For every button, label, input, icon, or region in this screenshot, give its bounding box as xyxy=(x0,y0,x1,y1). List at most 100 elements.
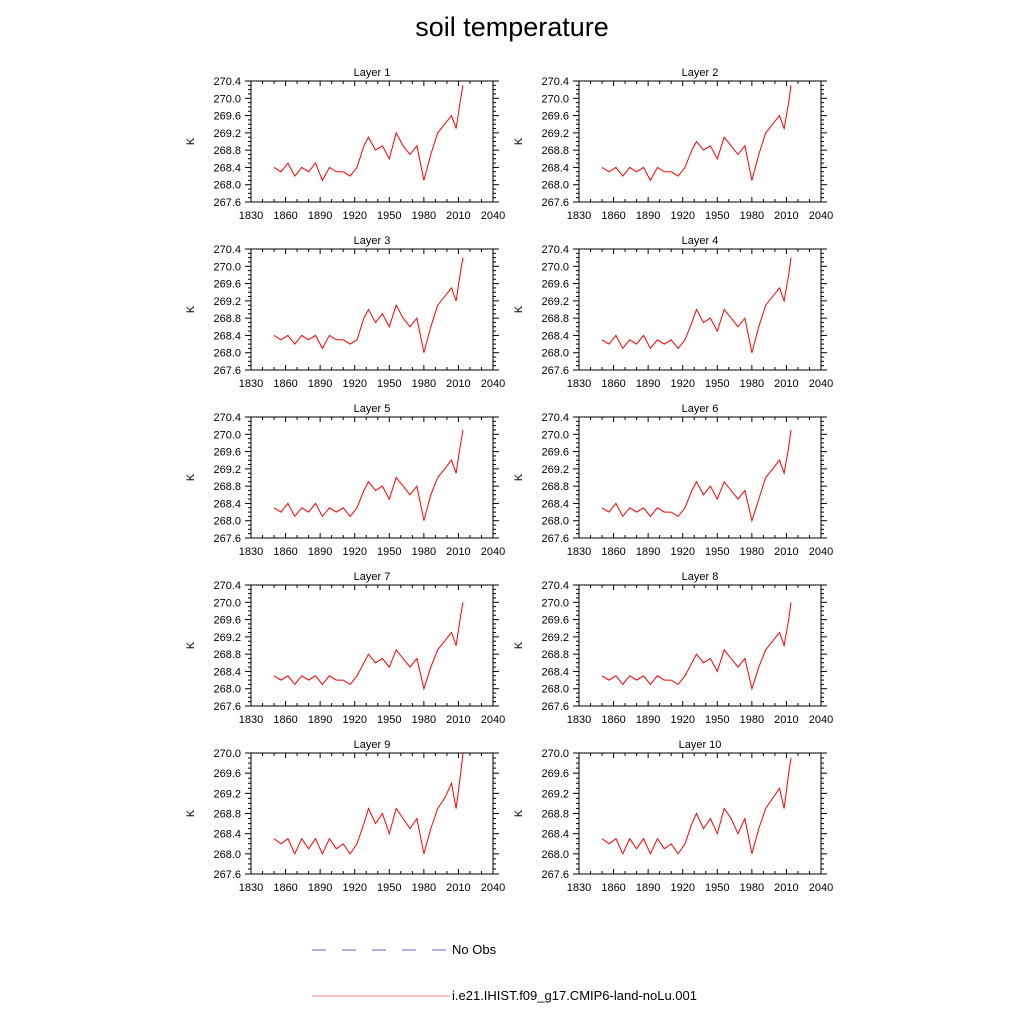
y-axis-label: K xyxy=(513,641,525,649)
series-line xyxy=(601,602,792,691)
series-line xyxy=(273,257,464,353)
y-tick-label: 267.6 xyxy=(541,197,569,209)
y-tick-label: 268.4 xyxy=(213,666,241,678)
panel-title: Layer 9 xyxy=(354,739,391,751)
x-tick-label: 2040 xyxy=(481,546,505,558)
y-axis-label: K xyxy=(513,809,525,817)
x-tick-label: 2010 xyxy=(446,546,470,558)
x-tick-label: 1980 xyxy=(412,714,436,726)
x-tick-label: 1920 xyxy=(670,210,694,222)
y-tick-label: 268.8 xyxy=(213,649,241,661)
series-line xyxy=(601,85,792,182)
chart-panel: Layer 2 K 1830 1860 1890 1920 1950 1980 2010 2040… xyxy=(513,67,833,222)
plot-frame xyxy=(578,416,822,539)
x-tick-label: 1920 xyxy=(342,714,366,726)
y-tick-label: 269.6 xyxy=(213,447,241,459)
y-axis-label: K xyxy=(513,305,525,313)
y-tick-label: 268.0 xyxy=(541,180,569,192)
y-tick-label: 269.6 xyxy=(541,768,569,780)
y-tick-label: 268.4 xyxy=(541,829,569,841)
x-tick-label: 1950 xyxy=(377,210,401,222)
x-tick-label: 1860 xyxy=(273,378,297,390)
y-tick-label: 270.0 xyxy=(541,597,569,609)
page-title: soil temperature xyxy=(415,12,609,42)
y-tick-label: 268.0 xyxy=(541,684,569,696)
x-tick-label: 2010 xyxy=(774,378,798,390)
y-tick-label: 267.6 xyxy=(541,869,569,881)
x-tick-label: 1980 xyxy=(740,210,764,222)
x-tick-label: 1830 xyxy=(239,378,263,390)
x-tick-label: 2010 xyxy=(774,714,798,726)
y-tick-label: 269.6 xyxy=(213,615,241,627)
x-tick-label: 1950 xyxy=(705,714,729,726)
y-tick-label: 269.6 xyxy=(213,111,241,123)
plot-frame xyxy=(578,248,822,371)
y-tick-label: 270.4 xyxy=(213,244,241,256)
x-tick-label: 1890 xyxy=(308,882,332,894)
chart-panel: Layer 3 K 1830 1860 1890 1920 1950 1980 2010 2040… xyxy=(185,235,505,390)
y-tick-label: 268.8 xyxy=(541,481,569,493)
y-tick-label: 270.0 xyxy=(213,261,241,273)
x-tick-label: 1830 xyxy=(567,210,591,222)
series-line xyxy=(601,757,792,856)
x-tick-label: 1830 xyxy=(567,378,591,390)
x-tick-label: 1950 xyxy=(705,546,729,558)
plot-frame xyxy=(578,80,822,203)
x-tick-label: 1980 xyxy=(412,546,436,558)
y-tick-label: 268.8 xyxy=(213,313,241,325)
y-tick-label: 270.0 xyxy=(541,93,569,105)
y-tick-label: 267.6 xyxy=(213,701,241,713)
plot-frame xyxy=(578,752,822,875)
x-tick-label: 1980 xyxy=(412,378,436,390)
x-tick-label: 1890 xyxy=(308,546,332,558)
y-tick-label: 267.6 xyxy=(213,197,241,209)
y-tick-label: 268.8 xyxy=(541,313,569,325)
panel-title: Layer 8 xyxy=(682,571,719,583)
y-tick-label: 270.0 xyxy=(213,748,241,760)
panel-title: Layer 3 xyxy=(354,235,391,247)
y-tick-label: 269.2 xyxy=(541,788,569,800)
x-tick-label: 1920 xyxy=(670,882,694,894)
x-tick-label: 1830 xyxy=(239,210,263,222)
x-tick-label: 2010 xyxy=(774,546,798,558)
y-tick-label: 268.0 xyxy=(213,849,241,861)
y-tick-label: 267.6 xyxy=(541,365,569,377)
x-tick-label: 1830 xyxy=(567,546,591,558)
x-tick-label: 2040 xyxy=(809,378,833,390)
y-tick-label: 269.6 xyxy=(541,279,569,291)
x-tick-label: 2010 xyxy=(774,210,798,222)
series-line xyxy=(601,257,792,353)
y-tick-label: 268.4 xyxy=(541,330,569,342)
y-tick-label: 269.6 xyxy=(213,768,241,780)
x-tick-label: 1920 xyxy=(342,378,366,390)
y-tick-label: 270.0 xyxy=(213,429,241,441)
y-tick-label: 268.0 xyxy=(213,684,241,696)
panel-title: Layer 5 xyxy=(354,403,391,415)
y-tick-label: 267.6 xyxy=(213,869,241,881)
plot-frame xyxy=(578,584,822,707)
model-legend-label: i.e21.IHIST.f09_g17.CMIP6-land-noLu.001 xyxy=(452,988,697,1003)
y-tick-label: 270.4 xyxy=(541,244,569,256)
y-tick-label: 269.6 xyxy=(541,111,569,123)
plot-frame xyxy=(250,584,494,707)
x-tick-label: 1980 xyxy=(740,546,764,558)
x-tick-label: 1860 xyxy=(601,546,625,558)
series-line xyxy=(601,429,792,523)
y-tick-label: 270.4 xyxy=(541,76,569,88)
x-tick-label: 1860 xyxy=(273,714,297,726)
x-tick-label: 2040 xyxy=(481,210,505,222)
series-line xyxy=(273,752,464,856)
y-axis-label: K xyxy=(185,641,197,649)
y-tick-label: 267.6 xyxy=(541,533,569,545)
y-tick-label: 268.4 xyxy=(541,666,569,678)
x-tick-label: 2010 xyxy=(446,882,470,894)
x-tick-label: 1980 xyxy=(740,378,764,390)
chart-panel: Layer 9 K 1830 1860 1890 1920 1950 1980 2010 2040… xyxy=(185,739,505,894)
x-tick-label: 1860 xyxy=(601,882,625,894)
y-tick-label: 269.2 xyxy=(541,632,569,644)
plot-frame xyxy=(250,80,494,203)
y-tick-label: 268.0 xyxy=(213,516,241,528)
x-tick-label: 1890 xyxy=(636,882,660,894)
x-tick-label: 1890 xyxy=(308,378,332,390)
